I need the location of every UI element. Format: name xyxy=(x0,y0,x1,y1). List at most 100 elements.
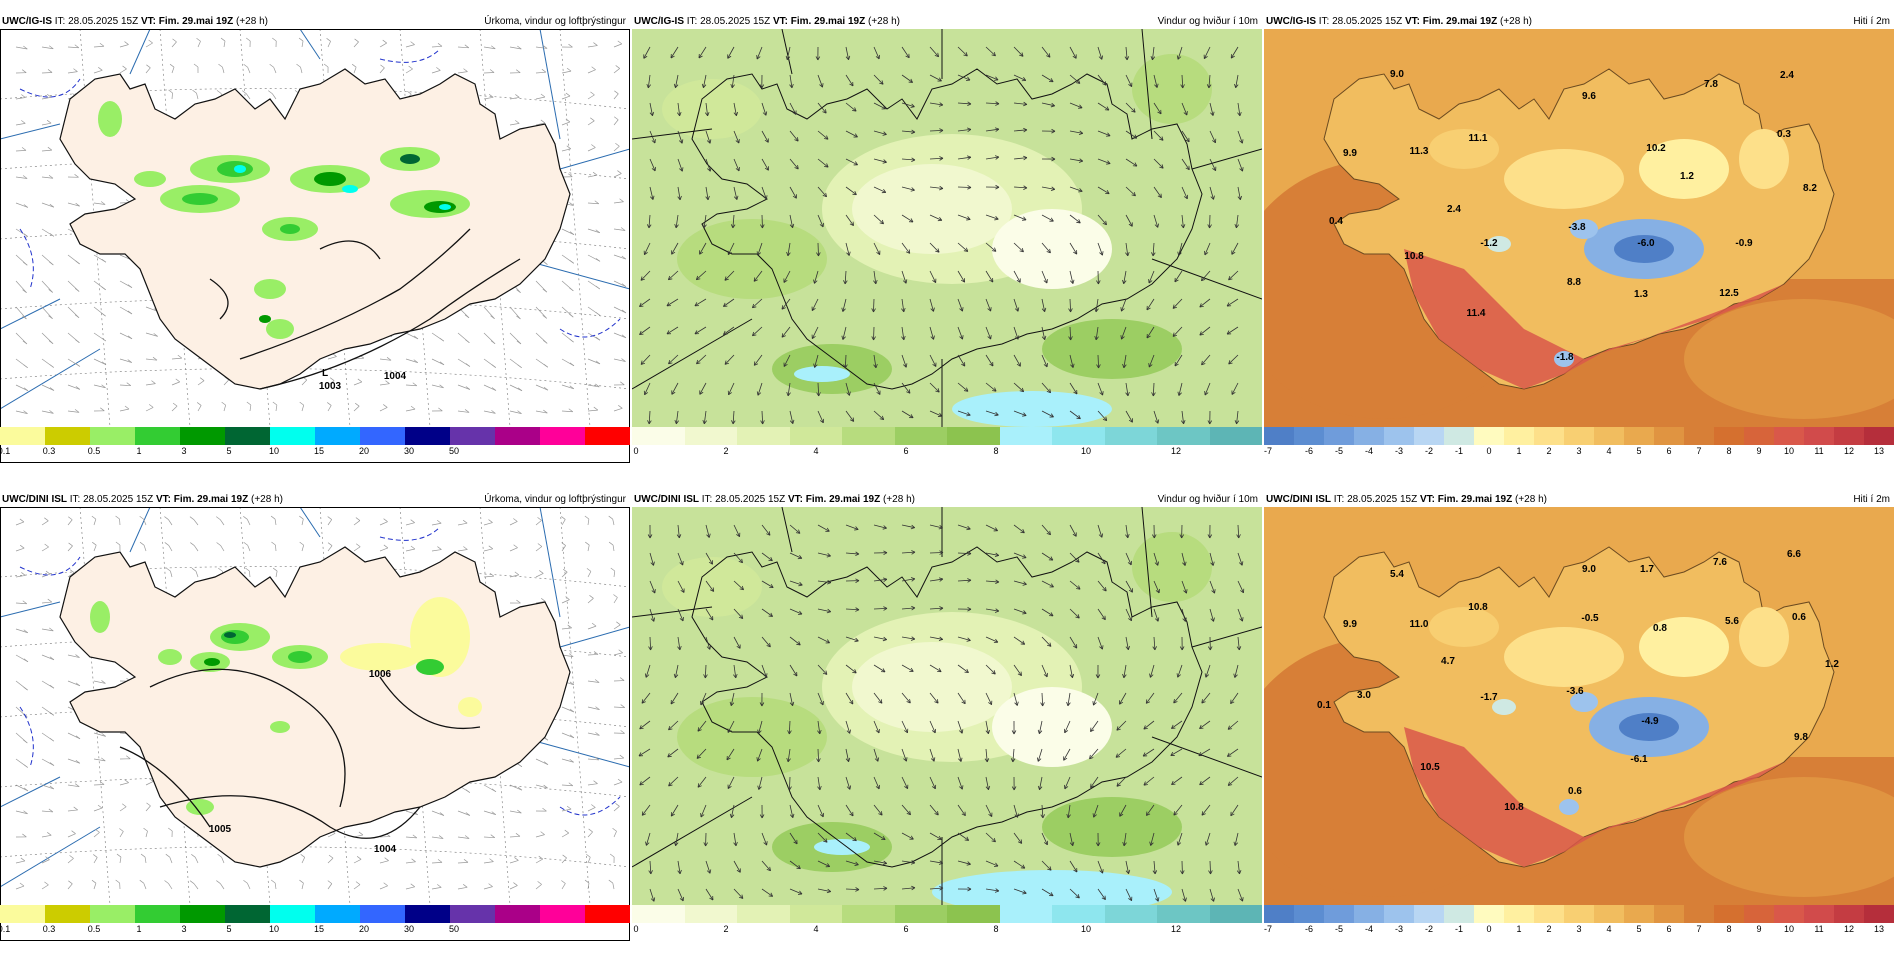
colorbar-tick-label: 12 xyxy=(1171,924,1181,934)
wind-arrow xyxy=(873,299,874,312)
temperature-area xyxy=(1504,627,1624,687)
colorbar-swatch xyxy=(895,427,948,445)
precipitation-area xyxy=(134,171,166,187)
colorbar-ticks: -7-6-5-4-3-2-101234567891011121314 xyxy=(1264,924,1894,936)
colorbar-tick-label: 8 xyxy=(1726,924,1731,934)
map-value-label: -1.2 xyxy=(1480,238,1498,249)
colorbar-swatch xyxy=(360,427,405,445)
precipitation-area xyxy=(234,165,246,173)
precipitation-area xyxy=(259,315,271,323)
colorbar-swatches xyxy=(0,427,630,445)
colorbar-tick-label: 3 xyxy=(181,446,186,456)
map-value-label: -1.7 xyxy=(1480,692,1498,703)
lead-time: (+28 h) xyxy=(883,494,915,505)
colorbar-swatch xyxy=(1684,427,1714,445)
map-value-label: 9.0 xyxy=(1390,69,1404,80)
map-value-label: 5.6 xyxy=(1725,616,1739,627)
colorbar-tick-label: -6 xyxy=(1305,446,1313,456)
colorbar-swatch xyxy=(1414,905,1444,923)
map-value-label: 1.2 xyxy=(1825,659,1839,670)
init-time: IT: 28.05.2025 15Z xyxy=(70,494,153,505)
map-value-label: 11.1 xyxy=(1469,133,1488,144)
colorbar-swatch xyxy=(1504,905,1534,923)
precipitation-area xyxy=(266,319,294,339)
colorbar-tick-label: 15 xyxy=(314,446,324,456)
map-value-label: 6.6 xyxy=(1787,549,1801,560)
panel-run-info: UWC/DINI ISL IT: 28.05.2025 15Z VT: Fim.… xyxy=(634,493,915,507)
panel-run-info: UWC/DINI ISL IT: 28.05.2025 15Z VT: Fim.… xyxy=(2,493,283,507)
valid-time: VT: Fim. 29.mai 19Z xyxy=(788,494,880,505)
wind-arrow-head xyxy=(1093,701,1094,705)
colorbar-tick-label: 15 xyxy=(314,924,324,934)
precipitation-area xyxy=(224,632,236,638)
map-value-label: 9.0 xyxy=(1582,564,1596,575)
colorbar-swatch xyxy=(1654,427,1684,445)
colorbar-swatches xyxy=(632,905,1262,923)
colorbar-swatch xyxy=(1354,427,1384,445)
map-value-label: 1004 xyxy=(384,371,407,382)
colorbar-tick-label: 5 xyxy=(226,446,231,456)
map-value-label: 10.8 xyxy=(1468,602,1488,613)
init-time: IT: 28.05.2025 15Z xyxy=(702,494,785,505)
precipitation-area xyxy=(98,101,122,137)
colorbar-swatch xyxy=(1294,905,1324,923)
colorbar-tick-label: 0.5 xyxy=(88,924,101,934)
colorbar-swatch xyxy=(450,905,495,923)
colorbar-tick-label: 50 xyxy=(449,924,459,934)
colorbar-tick-label: -5 xyxy=(1335,924,1343,934)
wind-arrow-head xyxy=(1022,558,1026,559)
colorbar-swatch xyxy=(495,905,540,923)
wind-arrow-head xyxy=(991,335,992,339)
wind-arrow-head xyxy=(767,841,768,845)
colorbar-tick-label: 10 xyxy=(1081,446,1091,456)
colorbar-swatch xyxy=(1414,427,1444,445)
colorbar-swatch xyxy=(1654,905,1684,923)
map-value-label: -3.6 xyxy=(1566,686,1584,697)
wind-arrow-head xyxy=(1199,728,1203,729)
wind-arrow-head xyxy=(1103,869,1104,873)
map-value-label: 0.4 xyxy=(1329,216,1343,227)
colorbar-swatch xyxy=(1052,905,1105,923)
wind-arrow-head xyxy=(1200,784,1204,785)
panel-header: UWC/DINI ISL IT: 28.05.2025 15Z VT: Fim.… xyxy=(0,493,630,507)
init-time: IT: 28.05.2025 15Z xyxy=(687,16,770,27)
map-value-label: L xyxy=(322,368,328,379)
map-value-label: 2.4 xyxy=(1780,70,1794,81)
wind-speed-area xyxy=(662,557,762,617)
map-value-label: 1.2 xyxy=(1680,171,1694,182)
map-value-label: 2.4 xyxy=(1447,204,1461,215)
strong-wind-area xyxy=(814,839,870,855)
colorbar-tick-label: 1 xyxy=(136,446,141,456)
precipitation-area xyxy=(342,185,358,193)
colorbar-swatch xyxy=(0,427,45,445)
colorbar-tick-label: 12 xyxy=(1844,924,1854,934)
map-value-label: 11.0 xyxy=(1410,619,1429,630)
map-value-label: -6.0 xyxy=(1637,238,1655,249)
model-name: UWC/DINI ISL xyxy=(1266,494,1331,505)
map-svg xyxy=(632,507,1262,905)
colorbar-swatch xyxy=(1052,427,1105,445)
precipitation-area xyxy=(158,649,182,665)
map-value-label: 9.6 xyxy=(1582,91,1596,102)
colorbar-swatch xyxy=(135,905,180,923)
wind-arrow-head xyxy=(1022,416,1026,417)
wind-arrow-head xyxy=(1106,164,1110,165)
precipitation-area xyxy=(340,643,420,671)
colorbar-tick-label: 2 xyxy=(1546,924,1551,934)
precipitation-area xyxy=(439,204,451,210)
colorbar-swatch xyxy=(1294,427,1324,445)
colorbar-tick-label: 0 xyxy=(633,446,638,456)
colorbar-tick-label: 7 xyxy=(1696,924,1701,934)
precipitation-area xyxy=(416,659,444,675)
precipitation-area xyxy=(458,697,482,717)
colorbar-swatch xyxy=(540,905,585,923)
map-value-label: 0.3 xyxy=(1777,129,1791,140)
colorbar-swatch xyxy=(1624,905,1654,923)
colorbar-swatch xyxy=(1000,427,1053,445)
colorbar-swatch xyxy=(1354,905,1384,923)
